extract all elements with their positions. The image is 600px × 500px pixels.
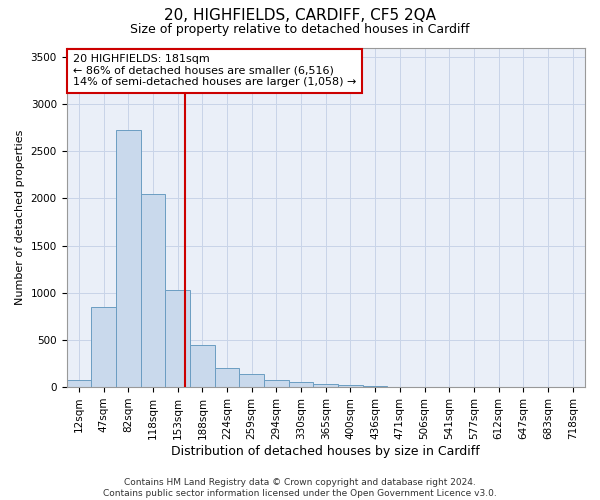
Bar: [165, 290, 190, 387]
Bar: [116, 130, 140, 387]
Bar: [239, 374, 264, 387]
Text: 20, HIGHFIELDS, CARDIFF, CF5 2QA: 20, HIGHFIELDS, CARDIFF, CF5 2QA: [164, 8, 436, 22]
Bar: [363, 386, 388, 387]
Bar: [140, 194, 165, 387]
Bar: [289, 382, 313, 387]
Bar: [67, 380, 91, 387]
Bar: [264, 380, 289, 387]
Bar: [190, 344, 215, 387]
Text: 20 HIGHFIELDS: 181sqm
← 86% of detached houses are smaller (6,516)
14% of semi-d: 20 HIGHFIELDS: 181sqm ← 86% of detached …: [73, 54, 356, 88]
Y-axis label: Number of detached properties: Number of detached properties: [15, 130, 25, 305]
Bar: [313, 384, 338, 387]
Bar: [91, 307, 116, 387]
Bar: [338, 385, 363, 387]
X-axis label: Distribution of detached houses by size in Cardiff: Distribution of detached houses by size …: [172, 444, 480, 458]
Bar: [215, 368, 239, 387]
Text: Contains HM Land Registry data © Crown copyright and database right 2024.
Contai: Contains HM Land Registry data © Crown c…: [103, 478, 497, 498]
Text: Size of property relative to detached houses in Cardiff: Size of property relative to detached ho…: [130, 22, 470, 36]
